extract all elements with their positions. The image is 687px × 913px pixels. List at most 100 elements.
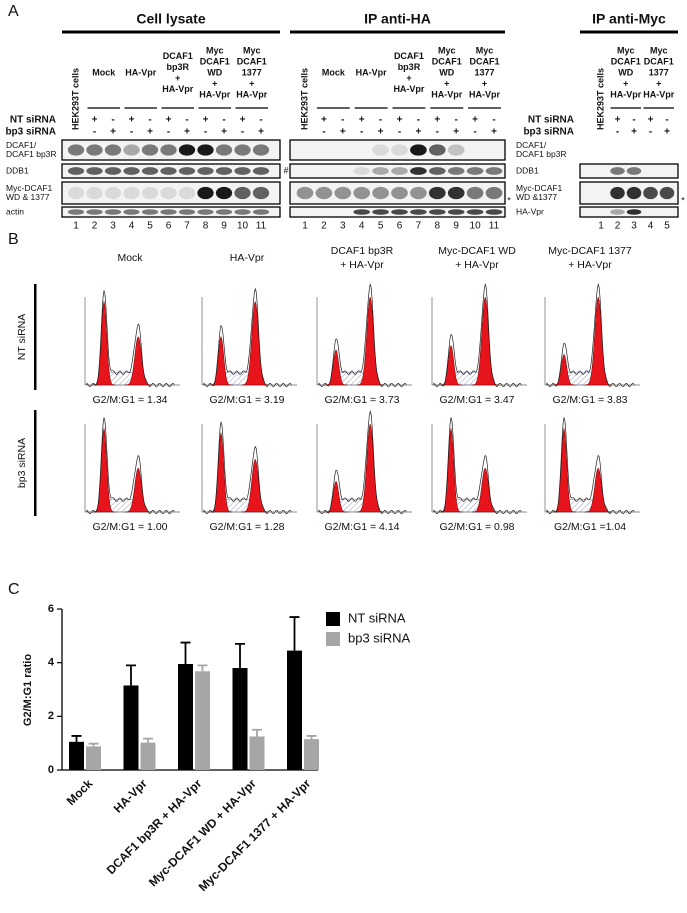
error-bar [126, 664, 136, 686]
y-tick-label: 0 [48, 764, 54, 776]
blot-band [447, 186, 465, 200]
row-label: bp3 siRNA [16, 438, 28, 488]
lane-number: 5 [664, 221, 670, 232]
sirna-sign: + [221, 127, 227, 138]
blot-band [372, 186, 389, 200]
blot-band [141, 209, 159, 215]
blot-annotation: * [681, 195, 685, 205]
lane-number: 5 [378, 221, 384, 232]
lane-number: 3 [631, 221, 637, 232]
sirna-label: bp3 siRNA [5, 127, 56, 138]
blot-band [67, 209, 85, 215]
lane-number: 4 [648, 221, 654, 232]
sirna-sign: + [321, 115, 327, 126]
blot-band [252, 186, 270, 200]
sirna-sign: - [259, 115, 262, 126]
error-bar [289, 616, 300, 651]
blot-band [178, 144, 196, 156]
lane-header: HA-Vpr [356, 67, 387, 77]
group-title: IP anti-Myc [592, 11, 666, 27]
blot-band [160, 167, 177, 175]
panel-label: A [8, 3, 19, 20]
blot-band [391, 209, 408, 215]
column-title: + HA-Vpr [455, 259, 499, 271]
sirna-sign: + [615, 115, 621, 126]
ratio-label: G2/M:G1 = 1.28 [210, 521, 285, 533]
hist-outline [203, 421, 292, 515]
sirna-sign: - [379, 115, 382, 126]
blot-band [67, 144, 85, 156]
sirna-sign: - [148, 115, 151, 126]
lane-header: DCAF1 [200, 56, 230, 66]
blot-band [104, 209, 122, 215]
blot-band [104, 186, 122, 200]
blot-band [410, 144, 427, 156]
bar [232, 668, 248, 770]
blot-band [67, 167, 85, 175]
lane-header: DCAF1 [432, 56, 462, 66]
blot-band [410, 186, 427, 200]
blot-band [610, 186, 625, 200]
error-bar [197, 664, 208, 672]
bar [304, 739, 319, 770]
bar [178, 664, 193, 770]
blot-band [353, 209, 371, 215]
blot-label: DCAF1/ [516, 140, 547, 150]
x-tick-label: Myc-DCAF1 WD + HA-Vpr [146, 776, 259, 889]
blot-band [197, 209, 214, 215]
hist-g1-peak [209, 335, 233, 386]
blot-band [372, 167, 389, 175]
blot-band [334, 186, 352, 200]
ratio-label: G2/M:G1 = 3.47 [440, 394, 515, 406]
blot-label: DDB1 [6, 165, 29, 175]
sirna-sign: + [397, 115, 403, 126]
lane-header: DCAF1 [163, 51, 193, 61]
hist-outline [318, 410, 407, 515]
legend-label: NT siRNA [348, 610, 406, 625]
sirna-sign: + [147, 127, 153, 138]
blot-band [141, 186, 159, 200]
lane-header: bp3R [167, 62, 190, 72]
x-tick-label: DCAF1 bp3R + HA-Vpr [104, 776, 205, 877]
blot-band [353, 167, 371, 175]
hist-outline [86, 417, 175, 515]
blot-label: actin [6, 206, 24, 216]
column-title: Mock [117, 252, 143, 264]
blot-band [215, 144, 233, 156]
sirna-sign: + [378, 127, 384, 138]
lane-number: 2 [615, 221, 621, 232]
blot-band [610, 167, 625, 175]
blot-band [447, 144, 465, 156]
lane-header: 1377 [475, 67, 495, 77]
bar [249, 736, 265, 770]
blot-band [160, 209, 177, 215]
error-bar [143, 737, 153, 743]
y-tick-label: 4 [48, 657, 55, 669]
blot-band [215, 186, 233, 200]
panel-label: B [8, 231, 19, 248]
blot-band [86, 186, 103, 200]
ratio-label: G2/M:G1 = 0.98 [440, 521, 515, 533]
error-bar [180, 641, 191, 665]
lane-header: HEK293T cells [70, 68, 80, 130]
lane-header: HA-Vpr [236, 89, 267, 99]
blot-band [391, 144, 408, 156]
ratio-label: G2/M:G1 = 1.34 [93, 394, 168, 406]
blot-band [410, 209, 427, 215]
column-title: HA-Vpr [230, 252, 265, 264]
lane-header: Myc [650, 45, 668, 55]
lane-header: Mock [322, 67, 346, 77]
sirna-label: NT siRNA [10, 115, 56, 126]
blot-band [485, 186, 503, 200]
hist-g1-peak [209, 432, 233, 513]
blot-band [315, 186, 333, 200]
lane-number: 11 [256, 221, 267, 232]
blot [289, 163, 506, 179]
x-tick-label: Mock [64, 776, 96, 808]
lane-header: bp3R [398, 62, 421, 72]
blot-band [428, 167, 446, 175]
sirna-sign: - [665, 115, 668, 126]
x-tick-label: Myc-DCAF1 1377 + HA-Vpr [196, 776, 314, 894]
hist-outline [433, 417, 522, 515]
